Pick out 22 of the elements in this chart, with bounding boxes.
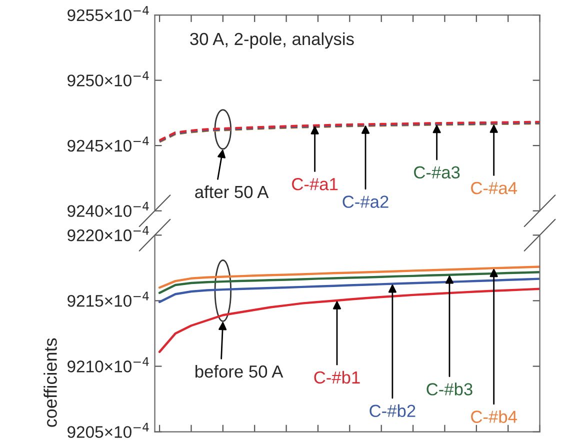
y-tick-label: 9255×10$^{−4}$ — [68, 6, 149, 22]
y-tick-label: 9215×10$^{−4}$ — [68, 292, 149, 307]
y-tick-label: 9210×10$^{−4}$ — [68, 357, 149, 372]
text: C-#b2 — [370, 404, 416, 418]
y-tick-label: 9245×10$^{−4}$ — [68, 136, 149, 152]
y-tick-label: 9250×10$^{−4}$ — [68, 71, 149, 86]
line-series — [158, 288, 540, 353]
y-tick-label: 9205×10$^{−4}$ — [68, 422, 149, 438]
text: C-#a2 — [342, 196, 388, 208]
annotation: after 50 A — [195, 185, 269, 198]
text: C-#b3 — [426, 382, 472, 396]
text: C-#b1 — [314, 370, 360, 384]
y-tick-label: 9220×10$^{−4}$ — [68, 226, 149, 242]
text: C-#a4 — [471, 182, 517, 194]
text: 30 A, 2-pole, analysis — [190, 32, 354, 49]
text: C-#a1 — [292, 178, 338, 190]
line-series — [158, 266, 540, 289]
text: C-#b4 — [471, 410, 517, 423]
annotation: before 50 A — [196, 364, 284, 378]
y-tick-label: 9240×10$^{−4}$ — [68, 202, 149, 217]
text: C-#a3 — [414, 166, 460, 179]
y-axis-title: coefficients — [44, 338, 57, 427]
